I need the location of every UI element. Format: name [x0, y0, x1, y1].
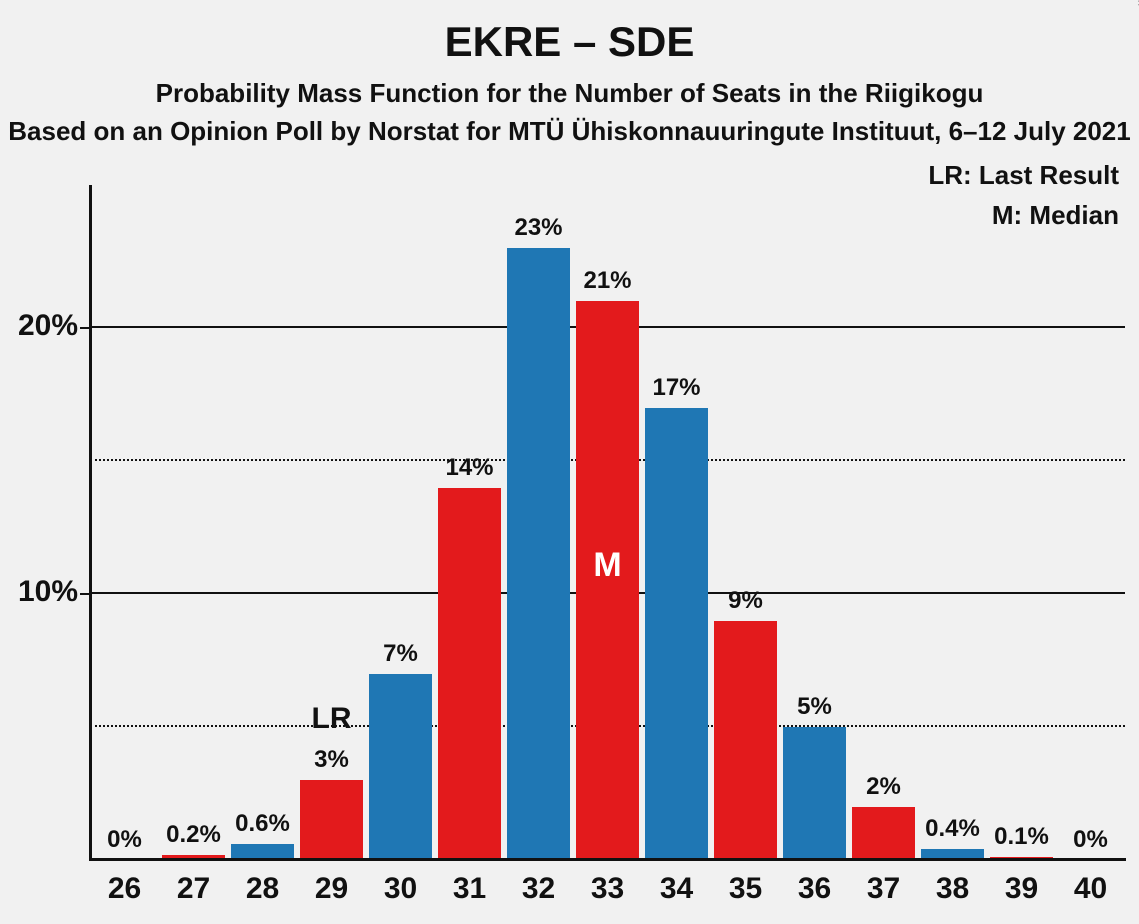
x-axis-tick-label: 28 [233, 872, 293, 906]
bar-value-label: 0.4% [913, 815, 993, 843]
x-axis-tick-label: 40 [1061, 872, 1121, 906]
bar [300, 780, 363, 860]
x-axis-tick-label: 38 [923, 872, 983, 906]
x-axis-tick-label: 35 [716, 872, 776, 906]
last-result-marker: LR [302, 702, 362, 736]
x-axis-tick-label: 29 [302, 872, 362, 906]
x-axis-tick-label: 31 [440, 872, 500, 906]
x-axis-tick-label: 26 [95, 872, 155, 906]
y-axis-tick-label: 20% [0, 309, 78, 924]
bar-value-label: 7% [361, 640, 441, 668]
y-axis-tick-mark [80, 327, 90, 329]
x-axis [89, 858, 1126, 861]
bar-value-label: 14% [430, 454, 510, 482]
x-axis-tick-label: 36 [785, 872, 845, 906]
bar [438, 488, 501, 860]
bar [714, 621, 777, 860]
bar-value-label: 0.1% [982, 823, 1062, 851]
x-axis-tick-label: 33 [578, 872, 638, 906]
bar-value-label: 21% [568, 267, 648, 295]
chart-subtitle-2: Based on an Opinion Poll by Norstat for … [0, 116, 1139, 147]
chart-title: EKRE – SDE [0, 18, 1139, 66]
bar-value-label: 5% [775, 693, 855, 721]
bar [507, 248, 570, 860]
bar [645, 408, 708, 860]
bar-chart: 0%0.2%0.6%3%LR7%14%23%21%M17%9%5%2%0.4%0… [90, 195, 1125, 860]
median-marker: M [576, 546, 639, 585]
legend-last-result: LR: Last Result [928, 160, 1119, 191]
bar-value-label: 2% [844, 773, 924, 801]
x-axis-tick-label: 39 [992, 872, 1052, 906]
bar-value-label: 9% [706, 587, 786, 615]
bar-value-label: 0.6% [223, 810, 303, 838]
bar-value-label: 0% [85, 826, 165, 854]
bar-value-label: 0% [1051, 826, 1131, 854]
x-axis-tick-label: 34 [647, 872, 707, 906]
bar-value-label: 3% [292, 746, 372, 774]
x-axis-tick-label: 27 [164, 872, 224, 906]
bar [783, 727, 846, 860]
bar-value-label: 23% [499, 214, 579, 242]
y-axis-tick-mark [80, 593, 90, 595]
x-axis-tick-label: 37 [854, 872, 914, 906]
chart-subtitle-1: Probability Mass Function for the Number… [0, 78, 1139, 109]
copyright-text: © 2021 Filip van Laenen [1135, 0, 1139, 6]
bar [852, 807, 915, 860]
chart-container: EKRE – SDE Probability Mass Function for… [0, 0, 1139, 924]
x-axis-tick-label: 30 [371, 872, 431, 906]
x-axis-tick-label: 32 [509, 872, 569, 906]
bar-value-label: 17% [637, 374, 717, 402]
bar-value-label: 0.2% [154, 821, 234, 849]
y-axis [89, 185, 92, 860]
bar [369, 674, 432, 860]
